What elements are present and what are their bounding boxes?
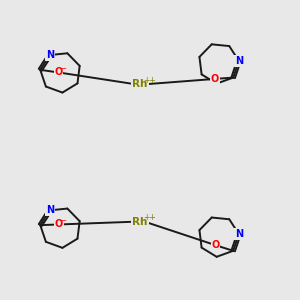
Text: O: O [55, 68, 63, 77]
Text: −: − [59, 216, 66, 225]
Text: N: N [235, 229, 243, 239]
Text: N: N [46, 205, 54, 215]
Text: N: N [46, 50, 54, 60]
Text: ++: ++ [143, 213, 155, 222]
Text: Rh: Rh [133, 79, 148, 89]
Text: Rh: Rh [133, 217, 148, 227]
Text: O: O [211, 74, 219, 84]
Text: N: N [235, 56, 243, 66]
Text: O: O [55, 220, 63, 230]
Text: −: − [59, 64, 66, 73]
Text: ++: ++ [143, 76, 155, 85]
Text: O: O [212, 240, 220, 250]
